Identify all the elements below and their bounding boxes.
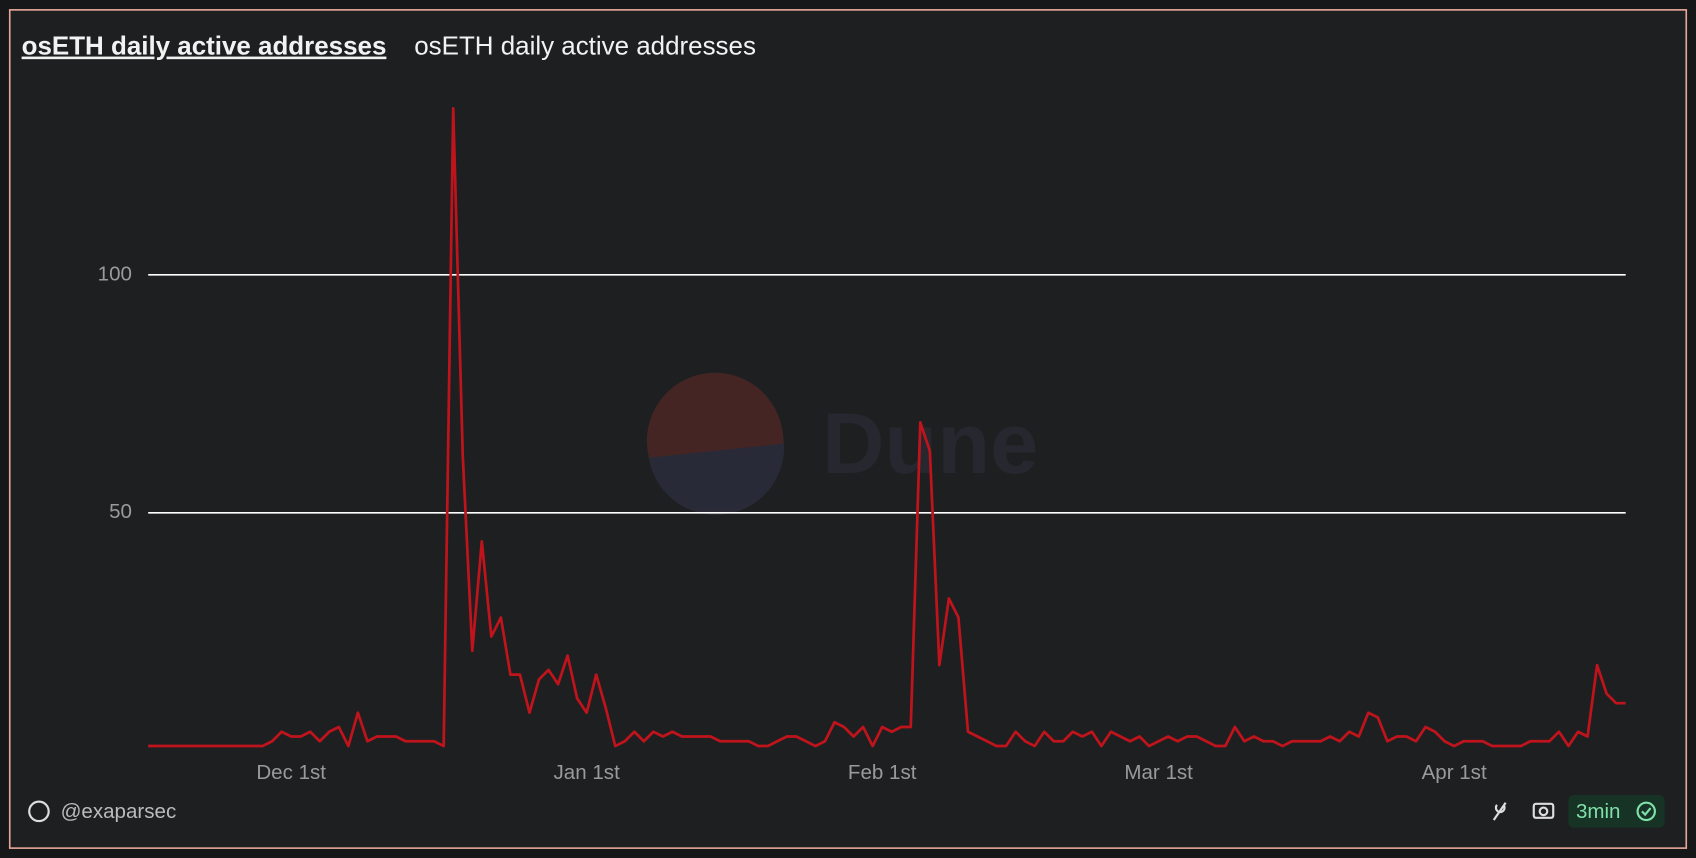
refresh-badge[interactable] [1568, 795, 1665, 828]
x-tick-label: Feb 1st [848, 761, 917, 784]
check-mark [1641, 807, 1652, 817]
x-tick-label: Dec 1st [256, 761, 326, 784]
data-line [148, 106, 1626, 748]
x-tick-label: Jan 1st [554, 761, 621, 784]
chart-subtitle: osETH daily active addresses [414, 33, 756, 61]
y-tick-label: 100 [98, 262, 132, 285]
y-tick-label: 50 [109, 500, 132, 523]
refresh-time: 3min [1576, 800, 1621, 823]
author[interactable]: @exaparsec [61, 800, 177, 823]
camera-icon[interactable] [1532, 802, 1555, 819]
panel [8, 9, 1688, 849]
plot-area: 50 100 Dec 1st Jan 1st Feb 1st Mar 1st Apr 1st [98, 106, 1626, 784]
fork-icon[interactable] [1492, 802, 1507, 821]
chart-title[interactable]: osETH daily active addresses [22, 33, 387, 61]
x-tick-label: Mar 1st [1124, 761, 1193, 784]
check-icon [1636, 801, 1656, 822]
x-tick-label: Apr 1st [1422, 761, 1487, 784]
author-avatar [28, 800, 50, 823]
watermark-logo [646, 372, 785, 515]
